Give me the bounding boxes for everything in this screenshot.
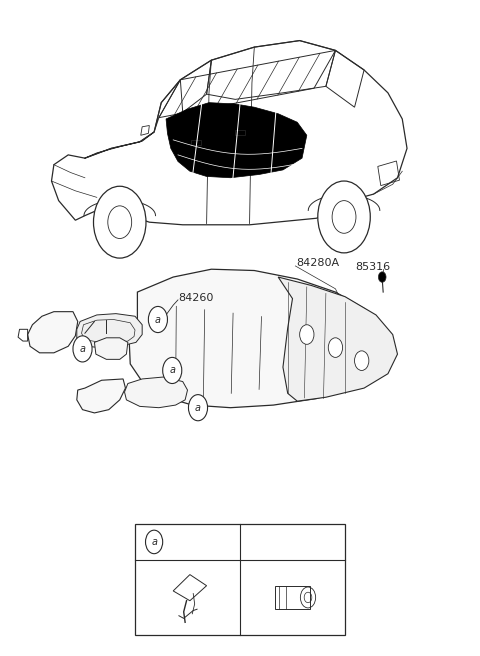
Circle shape [163,358,182,384]
Text: a: a [151,537,157,547]
Text: 84280A: 84280A [296,258,339,268]
Circle shape [145,530,163,554]
Bar [275,586,311,609]
Bar [192,140,201,145]
Circle shape [148,306,168,333]
Text: 84260: 84260 [178,293,213,303]
Circle shape [378,272,386,282]
Circle shape [355,351,369,371]
Polygon shape [77,314,142,348]
Circle shape [94,186,146,258]
Polygon shape [166,102,307,178]
Polygon shape [124,377,188,407]
Circle shape [300,325,314,344]
Text: 85316: 85316 [356,262,391,272]
Text: 95110: 95110 [273,535,312,548]
Circle shape [108,206,132,239]
Polygon shape [278,277,397,401]
Bar [135,524,345,635]
Text: a: a [155,314,161,325]
Text: a: a [169,365,175,375]
Bar [235,130,245,135]
Text: 84277: 84277 [172,535,212,548]
Text: 84269: 84269 [92,323,128,333]
Polygon shape [77,379,125,413]
Circle shape [318,181,370,253]
Circle shape [73,336,92,362]
Polygon shape [129,269,388,407]
Text: a: a [195,403,201,413]
Bar [378,161,399,186]
Polygon shape [95,338,128,359]
Circle shape [328,338,343,358]
Text: a: a [80,344,85,354]
Circle shape [189,395,207,420]
Polygon shape [28,312,78,353]
Circle shape [332,201,356,234]
